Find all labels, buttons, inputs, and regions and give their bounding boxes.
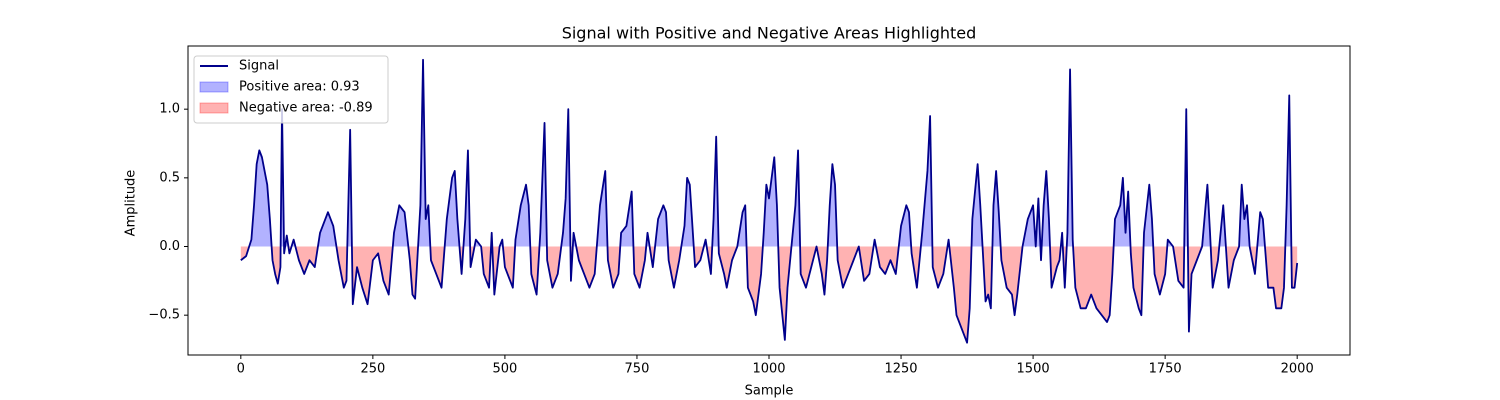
x-tick-label: 500 xyxy=(492,362,517,377)
x-tick-label: 2000 xyxy=(1281,362,1314,377)
x-tick-label: 0 xyxy=(237,362,245,377)
y-tick-label: 0.5 xyxy=(159,170,180,185)
x-tick-label: 1000 xyxy=(752,362,785,377)
x-tick-label: 250 xyxy=(360,362,385,377)
y-axis-label: Amplitude xyxy=(124,170,139,237)
y-tick-label: −0.5 xyxy=(148,308,180,323)
x-tick-label: 1250 xyxy=(884,362,917,377)
x-tick-label: 750 xyxy=(625,362,650,377)
legend-label: Negative area: -0.89 xyxy=(239,101,373,116)
y-tick-label: 1.0 xyxy=(159,102,180,117)
chart-title: Signal with Positive and Negative Areas … xyxy=(562,24,977,43)
legend-label: Positive area: 0.93 xyxy=(239,80,360,95)
legend-swatch xyxy=(199,81,229,93)
legend-swatch xyxy=(199,102,229,114)
legend-label: Signal xyxy=(239,59,279,74)
x-tick-label: 1500 xyxy=(1017,362,1050,377)
plot-frame xyxy=(187,45,1351,356)
x-axis-label: Sample xyxy=(745,384,794,399)
y-tick-label: 0.0 xyxy=(159,239,180,254)
signal-line xyxy=(240,58,1299,344)
x-tick-label: 1750 xyxy=(1149,362,1182,377)
legend-box xyxy=(193,55,389,124)
